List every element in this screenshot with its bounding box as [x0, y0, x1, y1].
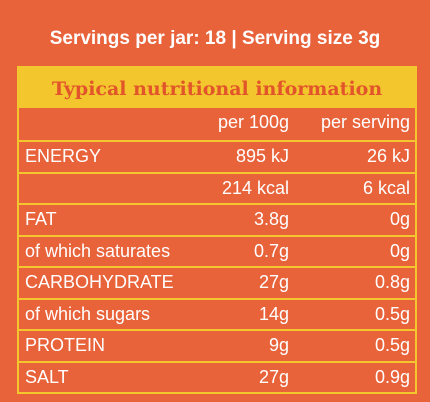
cell-label: SALT — [25, 366, 69, 387]
cell-label: FAT — [25, 209, 57, 229]
table-title: Typical nutritional information — [19, 68, 415, 108]
cell-value: 0.8g — [374, 272, 410, 292]
cell-value: 9g — [268, 335, 289, 355]
table-row: ENERGY 895 kJ 26 kJ — [19, 140, 415, 171]
cell-value: 0g — [389, 240, 410, 261]
cell-value: 895 kJ — [235, 146, 289, 166]
cell-value: 26 kJ — [366, 146, 410, 166]
cell-label: of which saturates — [25, 240, 171, 261]
cell-value: 0.7g — [253, 240, 289, 261]
table-row: CARBOHYDRATE 27g 0.8g — [19, 266, 415, 297]
servings-title: Servings per jar: 18 | Serving size 3g — [49, 28, 381, 49]
column-header-row: per 100g per serving — [19, 108, 415, 139]
table-row: FAT 3.8g 0g — [19, 203, 415, 234]
table-row: PROTEIN 9g 0.5g — [19, 329, 415, 360]
cell-value: 14g — [258, 303, 289, 324]
table-row: SALT 27g 0.9g — [19, 360, 415, 392]
cell-value: 0.9g — [374, 366, 410, 387]
cell-value: 3.8g — [253, 209, 289, 229]
cell-value: 0.5g — [374, 303, 410, 324]
cell-label: CARBOHYDRATE — [25, 272, 174, 292]
cell-value: 6 kcal — [362, 177, 410, 198]
table-row: 214 kcal 6 kcal — [19, 171, 415, 203]
table-row: of which sugars 14g 0.5g — [19, 297, 415, 329]
nutrition-table: Typical nutritional information per 100g… — [17, 66, 417, 394]
cell-label: of which sugars — [25, 303, 151, 324]
cell-value: 27g — [258, 366, 289, 387]
cell-label: PROTEIN — [25, 335, 106, 355]
cell-label: ENERGY — [25, 146, 102, 166]
cell-value: 214 kcal — [221, 177, 289, 198]
cell-value: 27g — [258, 272, 289, 292]
column-header: per serving — [320, 112, 410, 132]
column-header: per 100g — [217, 112, 289, 132]
cell-value: 0g — [389, 209, 410, 229]
cell-value: 0.5g — [374, 335, 410, 355]
table-row: of which saturates 0.7g 0g — [19, 234, 415, 266]
